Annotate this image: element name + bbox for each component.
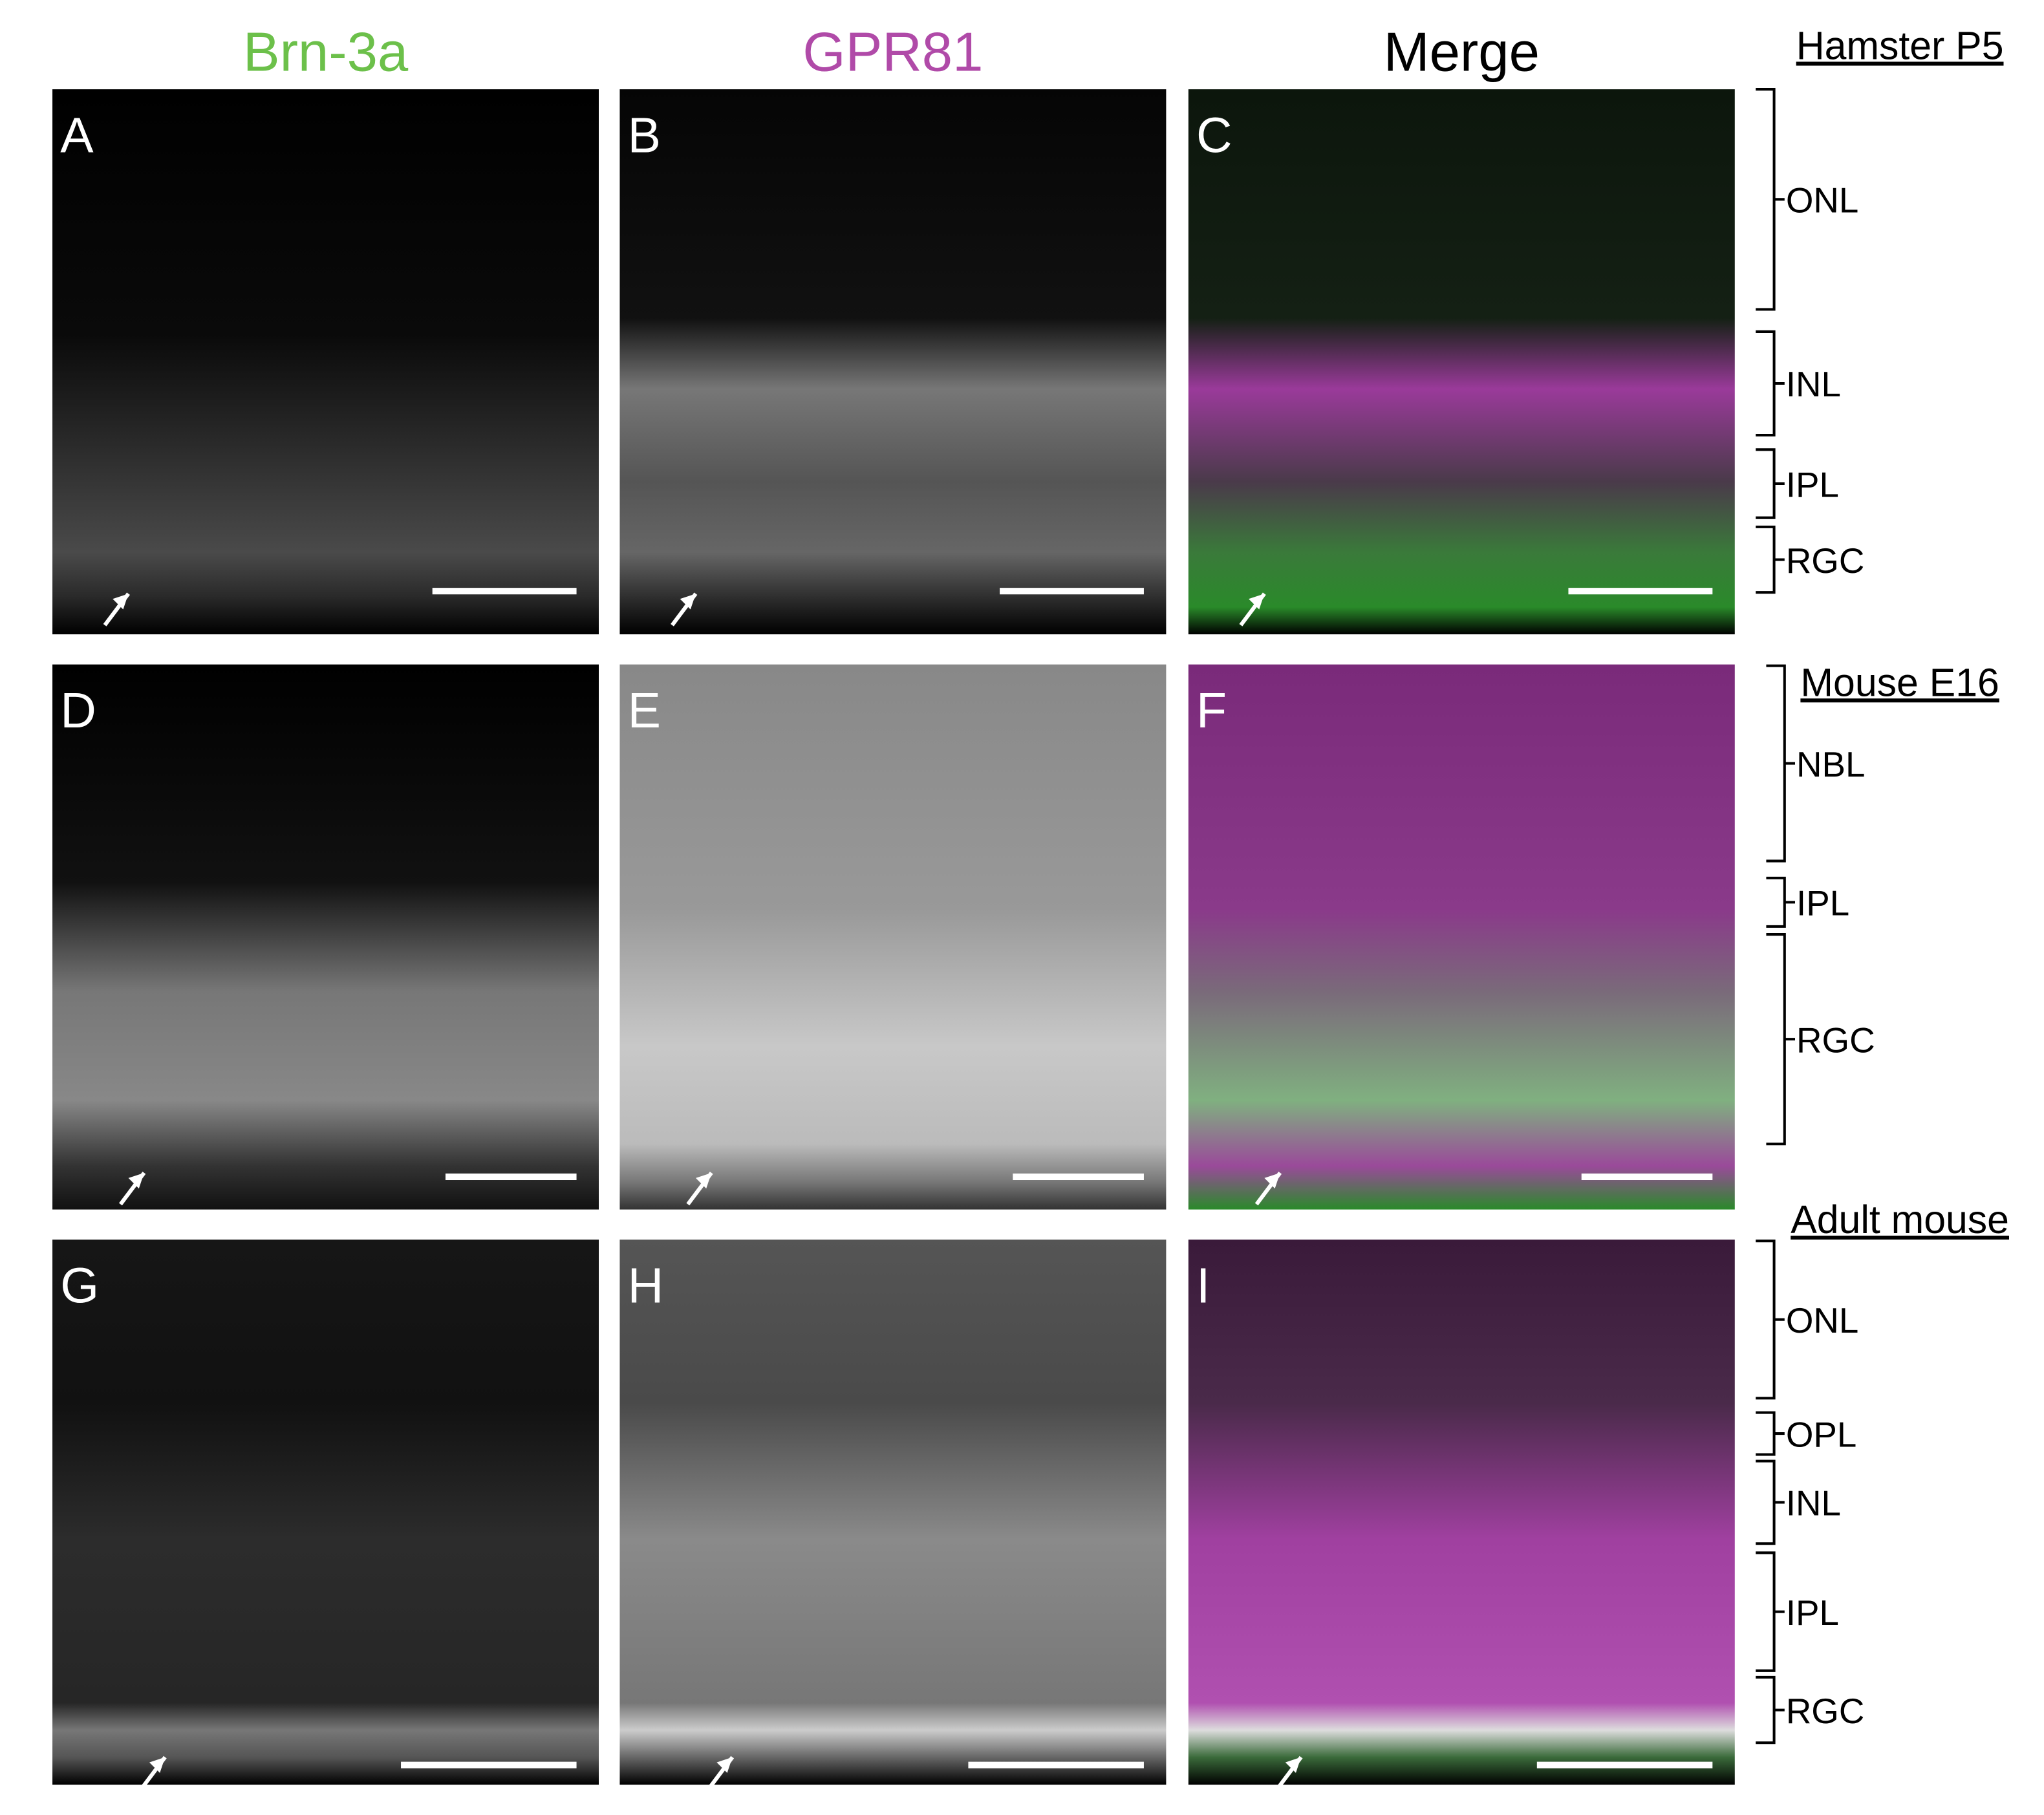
layer-bracket [1756,1240,1785,1400]
layer-label: IPL [1786,464,1839,504]
arrow-head [1264,1172,1280,1189]
micrograph [52,664,599,1210]
layer-bracket [1766,664,1796,863]
layer-bracket [1756,448,1785,519]
layer-bracket [1756,88,1785,311]
panel-letter: A [60,107,94,163]
arrow-head [128,1172,144,1189]
layer-label: NBL [1796,744,1865,784]
layer-label: ONL [1786,1300,1858,1340]
layer-bracket [1756,1459,1785,1545]
panel-letter: D [60,683,96,738]
layer-bracket [1756,1551,1785,1672]
arrow-head [1249,594,1265,610]
micrograph [619,89,1167,635]
layer-label: RGC [1796,1020,1875,1060]
micrograph [1188,1240,1735,1785]
arrow-head [113,594,129,610]
micrograph [1188,664,1735,1210]
arrow-head [680,594,696,610]
layer-bracket [1756,1411,1785,1456]
panel-letter: I [1196,1258,1210,1313]
panel-letter: E [628,683,661,738]
arrow-head [149,1757,166,1773]
column-header: Merge [1384,22,1540,83]
layer-bracket [1766,933,1796,1146]
micrograph [619,664,1167,1210]
section-title: Mouse E16 [1800,660,1999,704]
layer-bracket [1756,525,1785,594]
layer-label: RGC [1786,541,1865,581]
layer-bracket [1766,876,1796,928]
section-title: Hamster P5 [1796,23,2004,67]
layer-bracket [1756,1675,1785,1745]
layer-label: OPL [1786,1414,1856,1454]
column-header: GPR81 [802,22,983,83]
panel-letter: C [1196,107,1232,163]
arrow-head [1285,1757,1302,1773]
micrograph [52,1240,599,1785]
section-title: Adult mouse [1791,1197,2009,1241]
layer-label: ONL [1786,180,1858,220]
layer-label: INL [1786,1483,1841,1523]
arrow-head [695,1172,712,1189]
panel-letter: B [628,107,661,163]
layer-bracket [1756,330,1785,437]
micrograph [619,1240,1167,1785]
column-header: Brn-3a [243,22,409,83]
layer-label: RGC [1786,1691,1865,1731]
panel-letter: G [60,1258,99,1313]
layer-label: INL [1786,364,1841,404]
layer-label: IPL [1786,1593,1839,1633]
panel-letter: F [1196,683,1227,738]
micrograph [1188,89,1735,635]
arrow-head [716,1757,733,1773]
layer-label: IPL [1796,883,1849,923]
panel-letter: H [628,1258,664,1313]
micrograph [52,89,599,635]
